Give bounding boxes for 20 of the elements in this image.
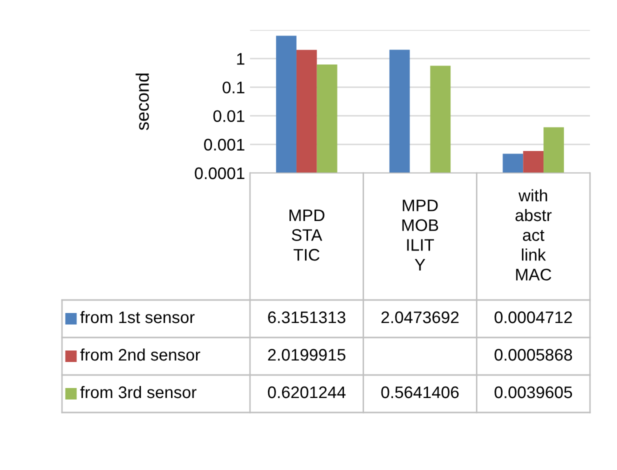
legend-label: from 3rd sensor [80,386,196,398]
legend-label: from 2nd sensor [80,348,200,361]
y-tick-label: 0.01 [213,110,244,122]
data-label: 0.0004712 [494,311,572,324]
x-tick-label: MPD MOBILITY [402,200,438,270]
y-tick-label: 1 [237,53,244,65]
data-label: 0.6201244 [268,386,346,398]
y-tick-label: 0.1 [222,82,244,94]
x-tick-label: MPD STATIC [290,210,324,261]
data-label: 0.5641406 [381,386,459,398]
y-tick-label: 0.0001 [194,167,244,180]
data-label: 2.0199915 [268,348,346,361]
data-label: 6.3151313 [268,311,346,324]
data-label: 2.0473692 [381,311,459,324]
data-label: 0.0039605 [494,386,572,398]
y-axis-title: second [136,74,149,130]
legend-label: from 1st sensor [80,311,195,324]
x-tick-label: with abstract link MAC [516,189,552,280]
data-label: 0.0005868 [494,348,572,361]
y-tick-label: 0.001 [204,138,244,151]
